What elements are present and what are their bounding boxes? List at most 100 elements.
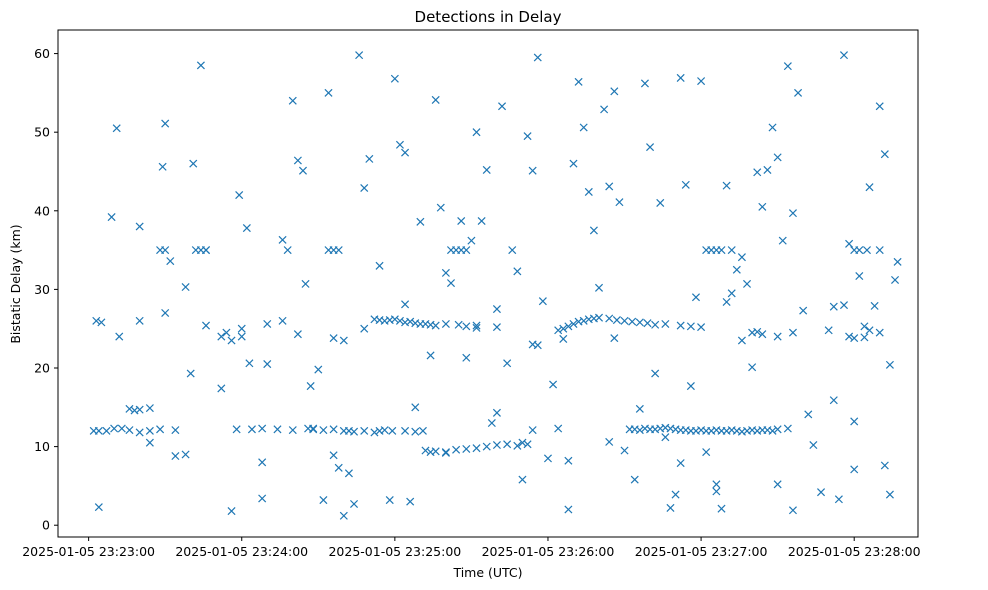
data-point: [339, 336, 348, 345]
data-point: [227, 336, 236, 345]
data-point: [643, 319, 652, 328]
data-point: [640, 79, 649, 88]
data-point: [94, 426, 103, 435]
data-point: [875, 328, 884, 337]
data-point: [880, 461, 889, 470]
data-point: [839, 51, 849, 60]
data-point: [610, 87, 619, 96]
data-point: [492, 305, 501, 314]
data-point: [273, 425, 282, 434]
data-point: [717, 246, 726, 255]
data-point: [773, 332, 782, 341]
data-point: [161, 308, 170, 318]
data-point: [431, 447, 440, 456]
x-tick-label: 2025-01-05 23:24:00: [175, 544, 308, 559]
data-point: [498, 102, 507, 111]
data-point: [235, 191, 244, 200]
data-point: [360, 324, 369, 333]
data-point: [845, 239, 854, 248]
data-point: [375, 261, 384, 270]
data-point: [860, 322, 869, 331]
data-point: [492, 441, 501, 450]
data-point: [528, 426, 537, 435]
y-tick-label: 60: [34, 46, 50, 61]
data-point: [783, 62, 792, 71]
data-point: [850, 334, 859, 343]
data-point: [301, 279, 310, 288]
data-point: [217, 332, 226, 341]
data-point: [263, 360, 272, 369]
data-point: [584, 187, 593, 196]
data-point: [628, 317, 637, 326]
data-point: [824, 326, 833, 335]
data-point: [110, 424, 119, 433]
data-point: [855, 246, 864, 255]
data-point: [441, 268, 450, 277]
data-point: [605, 314, 614, 323]
data-point: [605, 437, 614, 446]
data-point: [885, 490, 894, 499]
data-point: [829, 302, 838, 311]
data-point: [666, 503, 675, 512]
data-point: [247, 425, 256, 434]
data-point: [697, 77, 706, 86]
data-point: [158, 162, 167, 171]
x-tick-label: 2025-01-05 23:28:00: [788, 544, 921, 559]
data-point: [390, 74, 399, 83]
y-tick-label: 40: [34, 203, 50, 218]
data-point: [508, 246, 517, 255]
data-point: [893, 257, 902, 266]
data-point: [788, 328, 797, 337]
data-point: [589, 226, 598, 235]
data-point: [339, 511, 348, 520]
data-point: [533, 53, 542, 62]
y-tick-label: 0: [42, 518, 50, 533]
data-point: [94, 503, 103, 512]
data-point: [686, 322, 695, 331]
data-point: [727, 246, 736, 255]
data-point: [727, 289, 736, 298]
data-point: [676, 321, 685, 330]
data-point: [125, 426, 134, 435]
data-point: [620, 446, 629, 455]
data-point: [834, 495, 843, 504]
data-point: [452, 445, 461, 454]
data-point: [370, 428, 379, 437]
data-point: [630, 475, 639, 484]
data-point: [482, 165, 491, 174]
data-point: [125, 404, 134, 413]
data-point: [559, 324, 568, 333]
data-point: [676, 73, 685, 82]
data-point: [875, 102, 884, 111]
data-point: [850, 417, 859, 426]
data-point: [799, 306, 808, 315]
data-point: [763, 165, 772, 174]
chart-title: Detections in Delay: [415, 8, 562, 26]
data-point: [360, 183, 369, 193]
data-point: [753, 327, 762, 336]
data-point: [753, 168, 762, 177]
data-point: [462, 444, 471, 453]
data-point: [117, 424, 126, 433]
data-point: [758, 202, 767, 211]
data-point: [855, 272, 864, 281]
data-point: [697, 323, 706, 332]
data-point: [457, 216, 466, 226]
data-point: [605, 182, 614, 191]
data-point: [885, 360, 894, 369]
data-point: [462, 322, 471, 331]
data-point: [278, 316, 287, 325]
data-point: [783, 424, 792, 433]
data-point: [92, 316, 101, 325]
data-point: [865, 183, 874, 192]
data-point: [462, 353, 471, 362]
data-point: [513, 267, 522, 276]
data-point: [411, 403, 420, 412]
data-point: [758, 330, 767, 339]
data-point: [288, 96, 297, 105]
data-point: [661, 433, 670, 442]
data-point: [258, 458, 267, 467]
data-point: [635, 404, 644, 413]
